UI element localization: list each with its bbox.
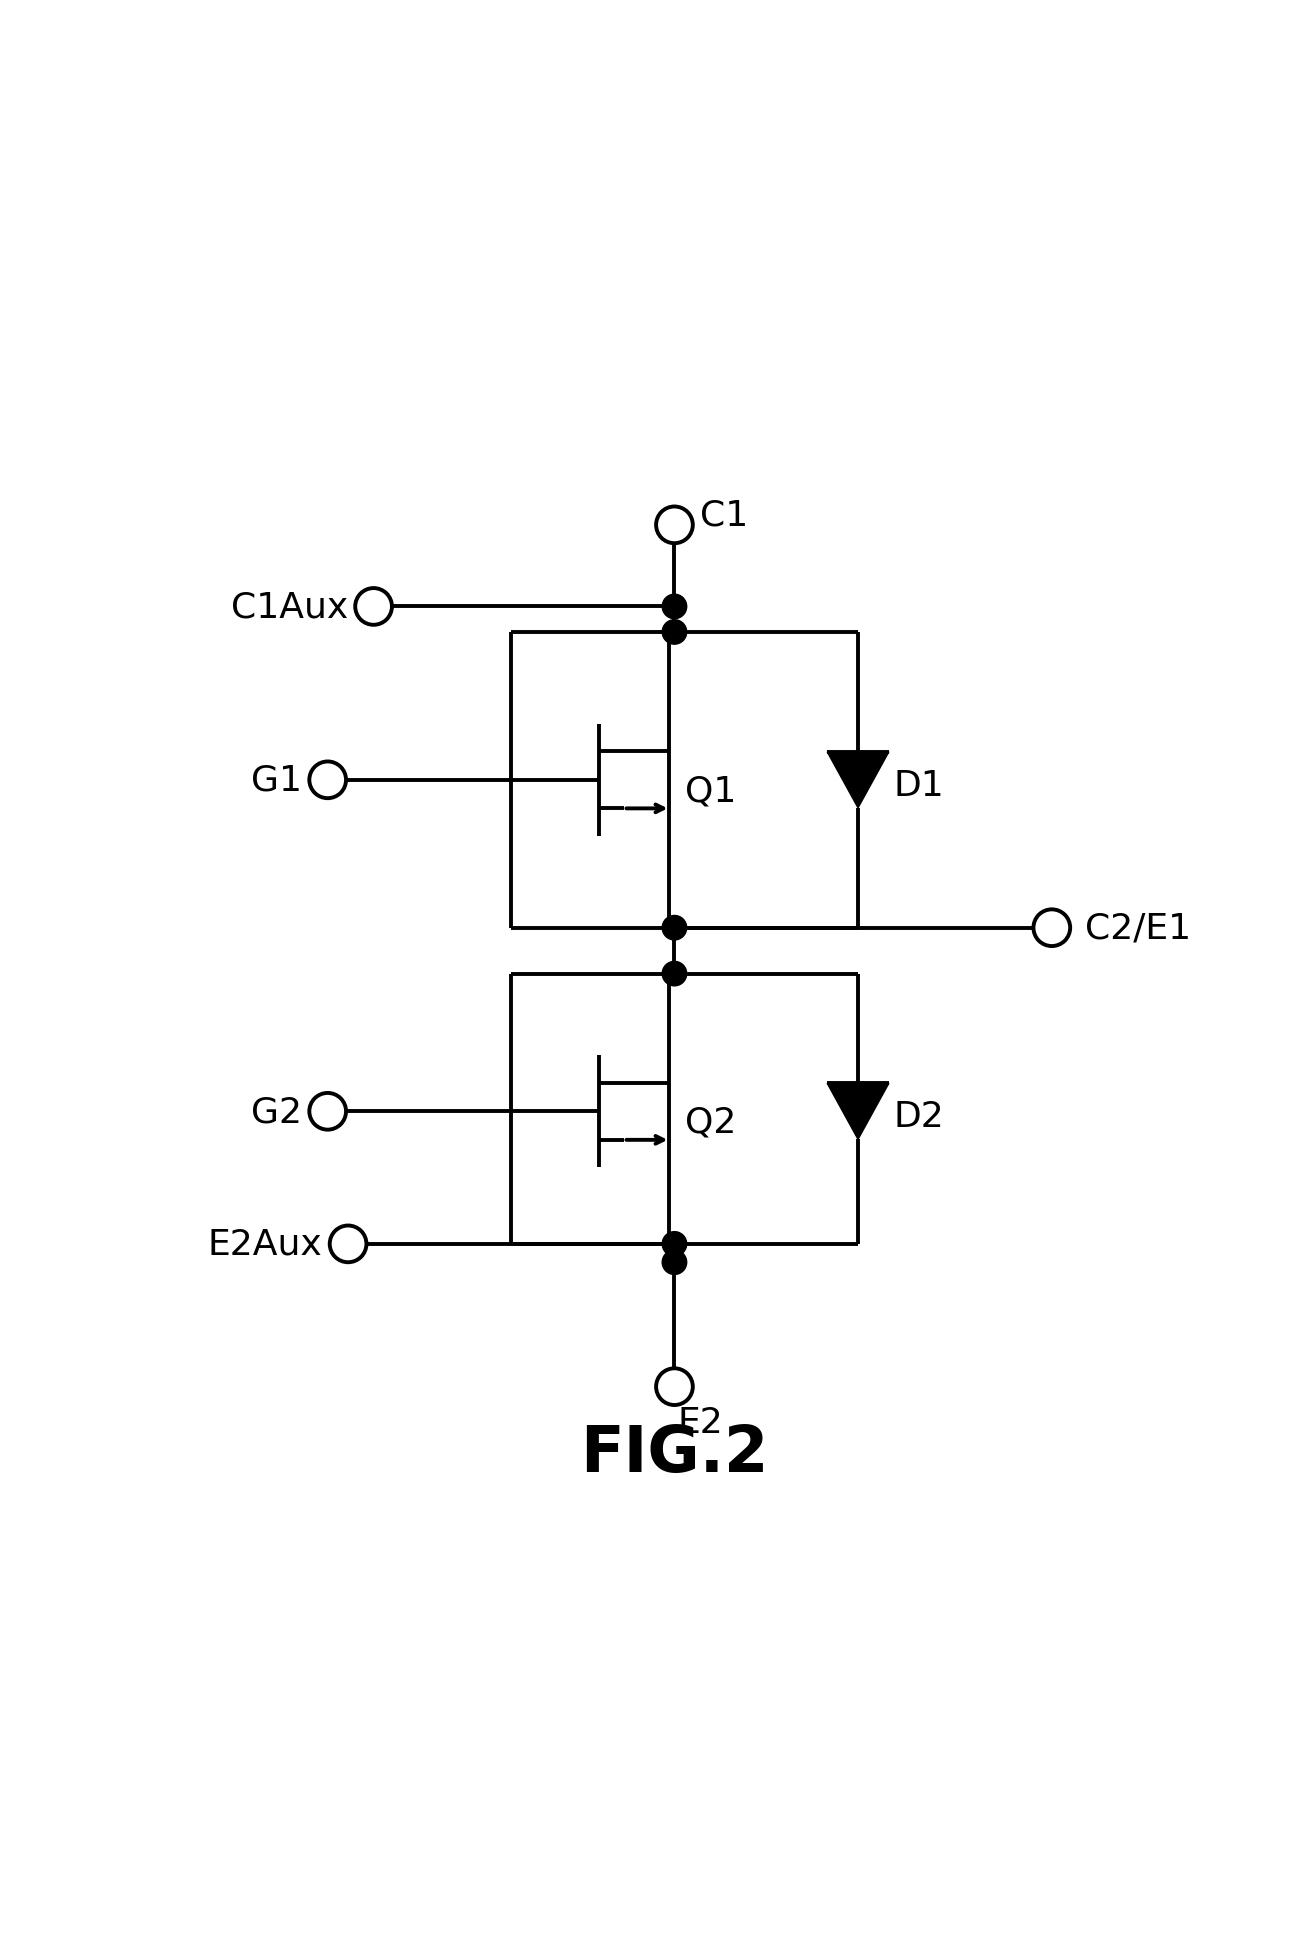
Text: E2: E2: [676, 1406, 722, 1439]
Polygon shape: [828, 752, 888, 809]
Circle shape: [309, 1094, 346, 1130]
Text: Q1: Q1: [684, 774, 736, 809]
Text: C1: C1: [700, 498, 749, 533]
Circle shape: [662, 595, 687, 619]
Text: Q2: Q2: [684, 1105, 736, 1138]
Circle shape: [662, 620, 687, 646]
Text: D1: D1: [894, 768, 945, 803]
Circle shape: [657, 508, 692, 545]
Text: G1: G1: [251, 764, 303, 797]
Circle shape: [662, 1251, 687, 1274]
Text: D2: D2: [894, 1099, 945, 1134]
Text: FIG.2: FIG.2: [580, 1421, 769, 1483]
Text: E2Aux: E2Aux: [208, 1227, 322, 1260]
Circle shape: [657, 1369, 692, 1406]
Circle shape: [662, 915, 687, 940]
Circle shape: [309, 762, 346, 799]
Circle shape: [1033, 909, 1070, 946]
Circle shape: [662, 962, 687, 987]
Text: G2: G2: [251, 1096, 303, 1128]
Polygon shape: [828, 1084, 888, 1140]
Circle shape: [330, 1225, 366, 1262]
Text: C1Aux: C1Aux: [230, 589, 347, 624]
Circle shape: [662, 1231, 687, 1256]
Circle shape: [355, 589, 392, 626]
Text: C2/E1: C2/E1: [1086, 911, 1191, 944]
